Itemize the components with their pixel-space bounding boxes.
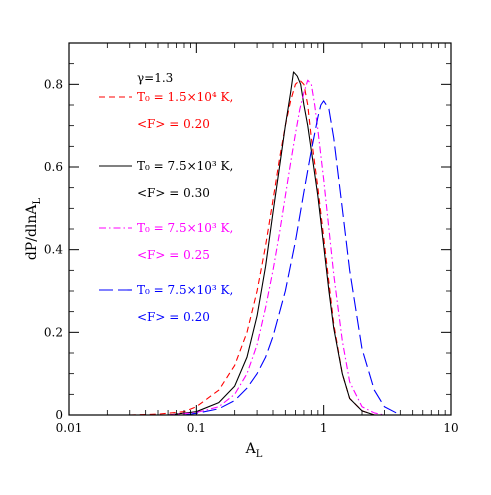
series-layer <box>129 71 401 416</box>
series-line-1 <box>168 71 375 416</box>
plot-frame <box>68 42 452 416</box>
series-line-0 <box>129 79 375 416</box>
y-axis-label: dP/dlnAL <box>24 197 43 260</box>
series-line-2 <box>168 79 385 416</box>
legend-label-line1-1: T₀ = 7.5×10³ K, <box>137 159 233 173</box>
legend-label-line1-0: T₀ = 1.5×10⁴ K, <box>137 90 233 104</box>
y-tick-label: 0 <box>55 408 63 422</box>
y-axis-label-subscript: L <box>32 197 43 204</box>
x-axis-label-subscript: L <box>256 449 263 460</box>
legend-label-line2-3: <F> = 0.20 <box>137 310 210 324</box>
y-tick-label: 0.4 <box>44 243 63 257</box>
x-tick-label: 0.01 <box>56 421 83 435</box>
y-tick-label: 0.2 <box>44 325 63 339</box>
legend-title: γ=1.3 <box>137 71 173 85</box>
y-tick-label: 0.8 <box>44 77 63 91</box>
legend-label-line2-0: <F> = 0.20 <box>137 117 210 131</box>
legend-layer: γ=1.3 T₀ = 1.5×10⁴ K, <F> = 0.20 T₀ = 7.5×1… <box>99 71 233 324</box>
series-line-3 <box>183 100 401 416</box>
x-tick-label: 0.1 <box>187 421 206 435</box>
x-axis-label: AL <box>245 441 263 460</box>
legend-label-line2-2: <F> = 0.25 <box>137 248 210 262</box>
x-tick-label: 10 <box>443 421 458 435</box>
y-tick-label: 0.6 <box>44 160 63 174</box>
legend-label-line1-2: T₀ = 7.5×10³ K, <box>137 221 233 235</box>
x-axis-label-main: A <box>245 441 257 457</box>
legend-label-line1-3: T₀ = 7.5×10³ K, <box>137 283 233 297</box>
x-tick-label: 1 <box>320 421 328 435</box>
legend-label-line2-1: <F> = 0.30 <box>137 186 210 200</box>
y-axis-label-main: dP/dlnA <box>24 204 40 261</box>
